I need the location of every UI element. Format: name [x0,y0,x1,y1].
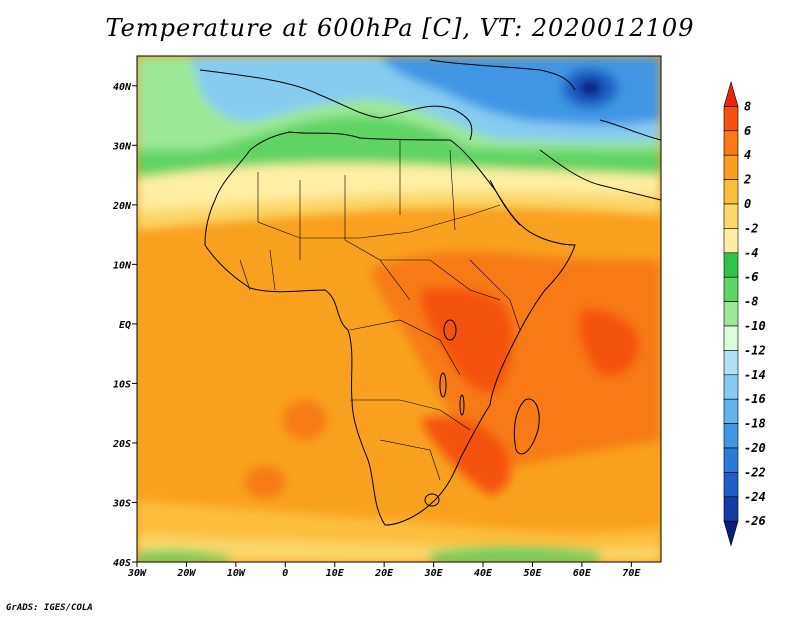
credit-label: GrADS: IGES/COLA [6,603,93,613]
lon-tick-label: 30E [424,568,444,579]
colorbar-swatch [723,496,739,522]
colorbar-label: -6 [744,270,758,284]
lon-tick-label: 10E [326,568,345,579]
lon-tick-label: 70E [622,568,641,579]
colorbar-label: -8 [744,295,758,309]
lat-tick-label: 20N [112,201,132,212]
lat-tick-label: 20S [112,439,131,450]
colorbar-label: 2 [743,173,751,187]
lon-tick-label: 20W [176,568,196,579]
colorbar-swatch [723,472,739,498]
colorbar-swatch [723,106,739,132]
colorbar-label: 0 [744,197,751,211]
colorbar-label: -14 [744,368,766,382]
map-title: Temperature at 600hPa [C], VT: 202001210… [105,14,695,42]
colorbar-swatch [723,154,739,180]
colorbar-swatch [723,252,739,278]
colorbar-swatch [723,179,739,205]
coastlines [199,59,661,526]
colorbar-label: -26 [744,514,766,528]
lat-tick-label: 30S [112,498,131,509]
lat-tick-label: EQ [119,320,131,331]
colorbar-swatch [723,374,739,400]
colorbar-label: 6 [744,124,751,138]
colorbar-label: -16 [744,392,766,406]
colorbar-swatch [723,203,739,229]
lat-tick-label: 30N [112,141,132,152]
colorbar-swatch [723,520,739,547]
colorbar-label: -18 [744,417,766,431]
colorbar-label: 4 [744,148,751,162]
colorbar-label: -4 [744,246,758,260]
lon-tick-label: 0 [282,568,288,579]
colorbar-swatch [723,228,739,254]
lat-tick-label: 40S [113,558,131,569]
colorbar-label: 8 [744,99,751,113]
colorbar-swatch [723,398,739,424]
lat-tick-label: 10N [113,260,132,271]
lon-tick-label: 50E [523,568,542,579]
colorbar-label: -2 [744,221,758,235]
colorbar-label: -12 [744,343,766,357]
lon-tick-label: 10W [227,568,246,579]
colorbar-swatch [723,80,739,107]
map-axes: 30W 20W 10W 0 10E 20E 30E 40E 50E 60E 70E 40S 30S 20S… [112,82,641,579]
colorbar-swatch [723,130,739,156]
colorbar-label: -10 [744,319,766,333]
lon-tick-label: 30W [127,568,147,579]
colorbar-swatch [723,350,739,376]
lon-tick-label: 40E [474,568,493,579]
colorbar-label: -22 [744,465,766,479]
lat-tick-label: 40N [113,82,132,93]
lat-tick-label: 10S [113,379,131,390]
colorbar: 8 6 4 2 0 -2 -4 -6 -8 -10 -12 -14 -16 -18 -20 -22 -24 -26 [723,80,766,547]
colorbar-swatch [723,276,739,302]
colorbar-swatch [723,325,739,351]
colorbar-swatch [723,447,739,473]
map-frame [136,55,662,563]
colorbar-label: -24 [744,490,766,504]
colorbar-swatch [723,301,739,327]
temperature-field [137,56,661,562]
country-borders [239,140,521,481]
lon-tick-label: 20E [374,568,394,579]
lon-tick-label: 60E [573,568,592,579]
colorbar-swatch [723,423,739,449]
colorbar-label: -20 [744,441,766,455]
